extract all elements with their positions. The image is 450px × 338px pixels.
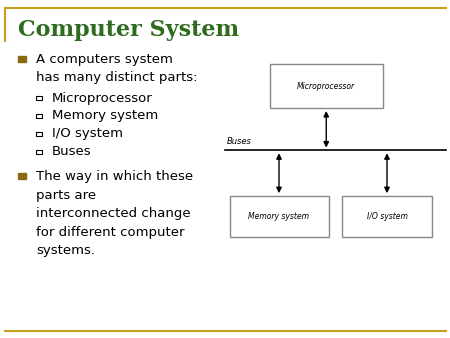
Text: Microprocessor: Microprocessor (52, 92, 153, 104)
Text: I/O system: I/O system (52, 127, 123, 140)
Text: Microprocessor: Microprocessor (297, 82, 356, 91)
Bar (36, 131, 42, 136)
Text: Memory system: Memory system (248, 212, 310, 221)
Text: Memory system: Memory system (52, 110, 158, 122)
Text: parts are: parts are (36, 189, 96, 201)
Bar (36, 114, 42, 118)
Text: A computers system: A computers system (36, 53, 173, 66)
Bar (342, 196, 432, 237)
Bar (230, 196, 328, 237)
Bar (36, 96, 42, 100)
Bar (18, 56, 26, 62)
Text: interconnected change: interconnected change (36, 207, 191, 220)
Bar (270, 64, 382, 108)
Text: for different computer: for different computer (36, 226, 184, 239)
Bar (18, 173, 26, 179)
Text: has many distinct parts:: has many distinct parts: (36, 71, 198, 84)
Text: Buses: Buses (52, 145, 91, 158)
Text: I/O system: I/O system (367, 212, 407, 221)
Text: systems.: systems. (36, 244, 95, 257)
Text: The way in which these: The way in which these (36, 170, 193, 183)
Bar (36, 149, 42, 154)
Text: Computer System: Computer System (18, 19, 239, 41)
Text: Buses: Buses (227, 137, 252, 146)
